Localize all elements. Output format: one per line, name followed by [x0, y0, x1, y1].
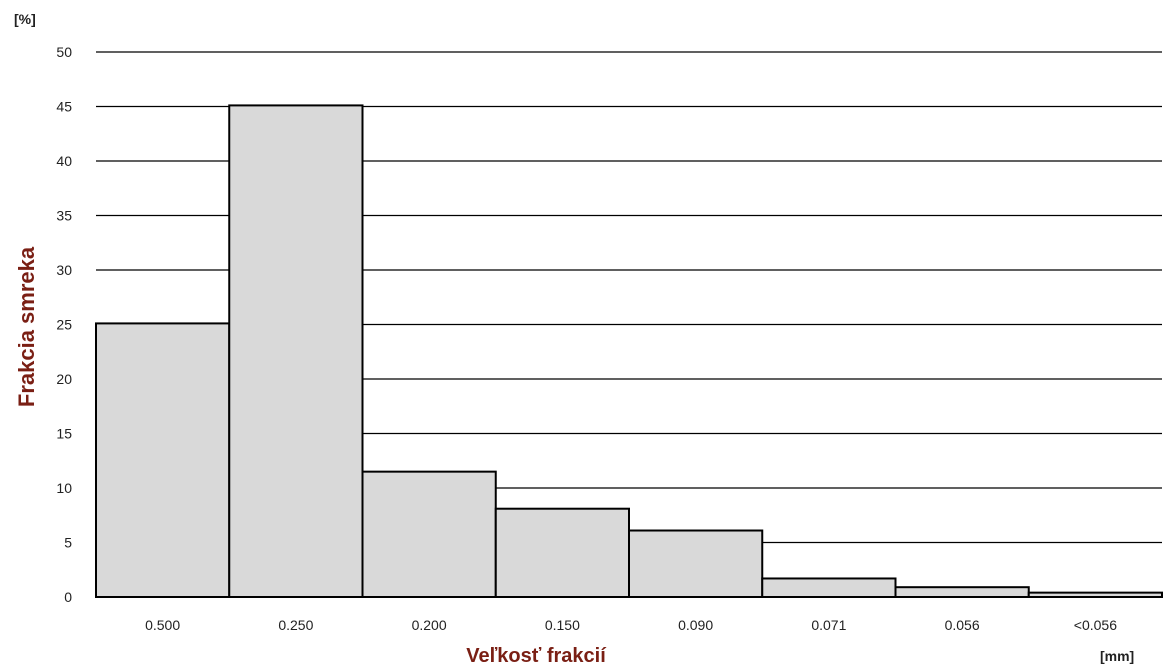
y-axis-title: Frakcia smreka [14, 246, 39, 407]
x-tick-label: 0.200 [412, 617, 447, 633]
y-tick-label: 50 [56, 44, 72, 60]
bar [494, 507, 630, 598]
bar [95, 322, 231, 598]
y-tick-label: 5 [64, 535, 72, 551]
x-axis-title: Veľkosť frakcií [466, 645, 607, 667]
x-tick-label: 0.500 [145, 617, 180, 633]
y-tick-label: 40 [56, 153, 72, 169]
y-tick-label: 20 [56, 371, 72, 387]
x-tick-labels: 0.500 0.250 0.200 0.150 0.090 0.071 0.056 <0.05… [145, 617, 1117, 633]
bar [361, 470, 497, 598]
bar [228, 104, 364, 598]
y-tick-labels: 0 5 10 15 20 25 30 35 40 45 50 [56, 44, 72, 605]
x-unit-label: [mm] [1100, 648, 1134, 664]
y-tick-label: 30 [56, 262, 72, 278]
x-tick-label: 0.071 [811, 617, 846, 633]
bar [894, 586, 1030, 599]
bar [761, 577, 897, 598]
x-tick-label: 0.150 [545, 617, 580, 633]
y-unit-label: [%] [14, 11, 36, 27]
x-tick-label: 0.250 [278, 617, 313, 633]
y-tick-label: 45 [56, 99, 72, 115]
y-tick-label: 10 [56, 480, 72, 496]
x-tick-label: 0.090 [678, 617, 713, 633]
x-tick-label: 0.056 [945, 617, 980, 633]
bar [628, 529, 764, 599]
y-tick-label: 35 [56, 208, 72, 224]
y-tick-label: 25 [56, 317, 72, 333]
y-tick-label: 15 [56, 426, 72, 442]
y-tick-label: 0 [64, 589, 72, 605]
x-tick-label: <0.056 [1074, 617, 1117, 633]
bars [95, 104, 1163, 599]
